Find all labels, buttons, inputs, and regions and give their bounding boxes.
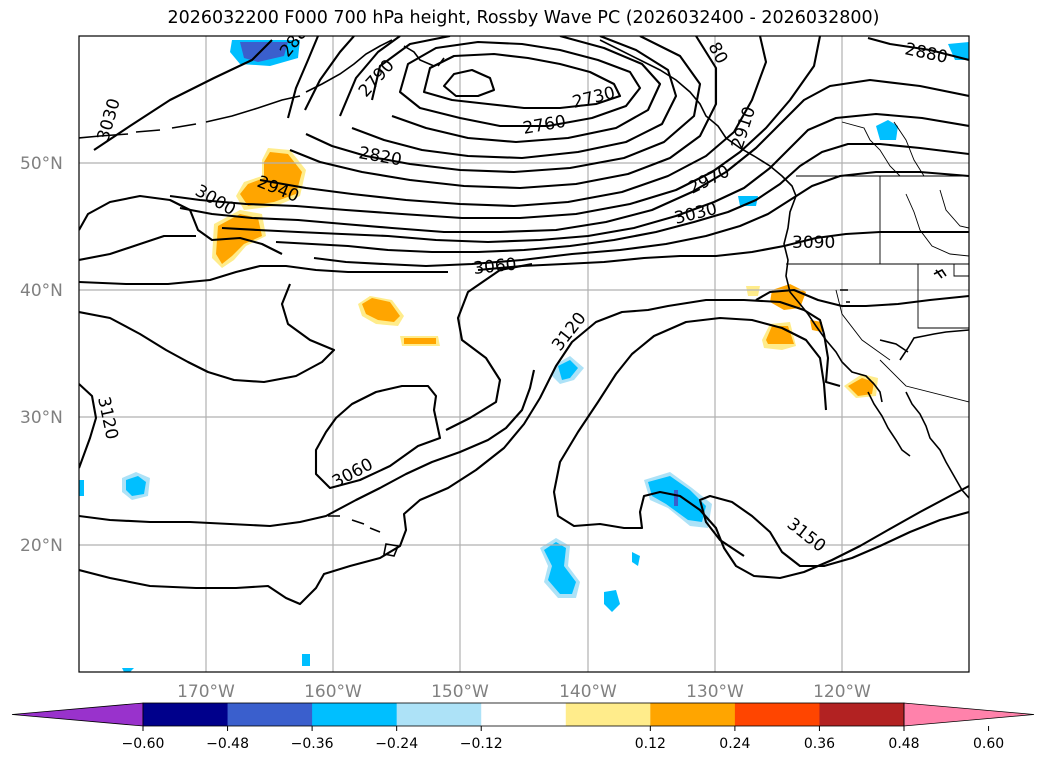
lon-label-170w: 170°W [177,682,235,702]
colorbar-tick-label: 0.60 [973,736,1004,752]
colorbar-tick-label: −0.24 [375,736,418,752]
colorbar-segment [734,703,820,726]
lat-label-20n: 20°N [20,536,63,556]
colorbar: −0.60 −0.48 −0.36 −0.24 −0.12 0.12 0.24 0.36 0.4… [11,702,1035,752]
map-title: 2026032200 F000 700 hPa height, Rossby W… [167,8,880,28]
colorbar-extend-max [903,702,1035,727]
colorbar-tick-label: 0.24 [719,736,750,752]
lon-label-160w: 160°W [304,682,362,702]
height-contours [79,36,969,606]
colorbar-segment [650,703,736,726]
longitude-labels: 170°W 160°W 150°W 140°W 130°W 120°W [177,682,871,702]
lat-label-50n: 50°N [20,154,63,174]
contour-label: 3060 [472,255,517,279]
map-frame [78,35,970,673]
colorbar-segment [227,703,313,726]
colorbar-extend-min [11,702,144,727]
colorbar-segment [396,703,482,726]
graticule [79,36,969,672]
colorbar-segment [819,703,905,726]
colorbar-frame [142,702,905,727]
colorbar-tick-label: −0.12 [460,736,503,752]
contour-label: 3090 [792,233,835,253]
colorbar-segment [143,703,229,726]
colorbar-tick-label: −0.36 [291,736,334,752]
lon-label-150w: 150°W [431,682,489,702]
colorbar-tick-label: −0.48 [206,736,249,752]
map-panel: 2880 2790 2730 2760 2820 2940 3000 3030 … [79,36,969,672]
lon-label-130w: 130°W [686,682,744,702]
colorbar-tick-label: 0.48 [888,736,919,752]
colorbar-tick-label: −0.60 [122,736,165,752]
colorbar-segment [565,703,651,726]
colorbar-tick-label: 0.36 [804,736,835,752]
colorbar-tick-label: 0.12 [635,736,666,752]
latitude-labels: 50°N 40°N 30°N 20°N [20,154,63,556]
lon-label-140w: 140°W [559,682,617,702]
lon-label-120w: 120°W [813,682,871,702]
colorbar-segment [312,703,398,726]
lat-label-30n: 30°N [20,408,63,428]
colorbar-segment [481,703,567,726]
lat-label-40n: 40°N [20,281,63,301]
